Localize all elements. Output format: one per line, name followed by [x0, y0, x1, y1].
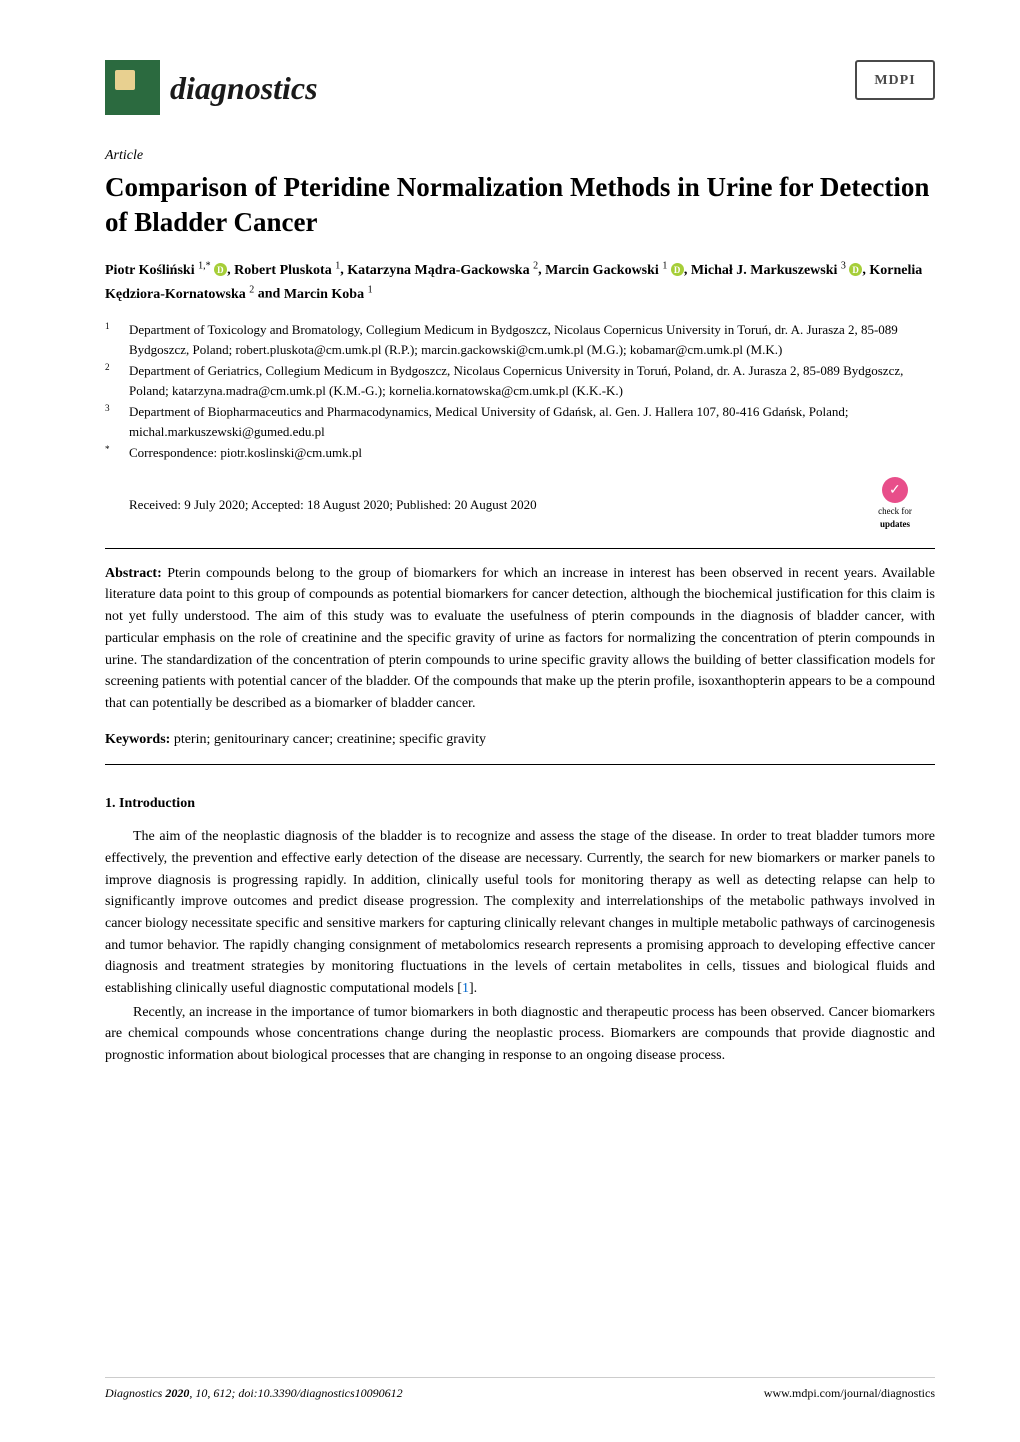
- keywords-label: Keywords:: [105, 732, 170, 747]
- article-type: Article: [105, 145, 935, 166]
- body-text: The aim of the neoplastic diagnosis of t…: [105, 826, 935, 1067]
- article-title: Comparison of Pteridine Normalization Me…: [105, 170, 935, 240]
- orcid-icon[interactable]: [671, 263, 684, 276]
- author: Piotr Kośliński 1,*: [105, 263, 227, 278]
- header-row: diagnostics MDPI: [105, 60, 935, 115]
- journal-logo-icon: [105, 60, 160, 115]
- intro-para-2: Recently, an increase in the importance …: [105, 1002, 935, 1067]
- check-updates-badge[interactable]: check for updates: [855, 477, 935, 532]
- orcid-icon[interactable]: [849, 263, 862, 276]
- intro-para-1: The aim of the neoplastic diagnosis of t…: [105, 826, 935, 1000]
- check-updates-line2: updates: [855, 518, 935, 532]
- affiliation-item: 3Department of Biopharmaceutics and Phar…: [105, 402, 935, 441]
- affiliation-item: 2Department of Geriatrics, Collegium Med…: [105, 361, 935, 400]
- abstract-label: Abstract:: [105, 566, 162, 581]
- dates-row: Received: 9 July 2020; Accepted: 18 Augu…: [105, 477, 935, 532]
- author: Marcin Koba 1: [284, 287, 373, 302]
- citation-link-1[interactable]: 1: [462, 981, 469, 996]
- check-updates-line1: check for: [855, 505, 935, 519]
- check-updates-icon: [882, 477, 908, 503]
- page-footer: Diagnostics 2020, 10, 612; doi:10.3390/d…: [105, 1377, 935, 1402]
- footer-citation: Diagnostics 2020, 10, 612; doi:10.3390/d…: [105, 1384, 403, 1402]
- orcid-icon[interactable]: [214, 263, 227, 276]
- publication-dates: Received: 9 July 2020; Accepted: 18 Augu…: [105, 495, 537, 515]
- journal-logo: diagnostics: [105, 60, 318, 115]
- section-heading-intro: 1. Introduction: [105, 793, 935, 814]
- abstract-text: Pterin compounds belong to the group of …: [105, 566, 935, 711]
- author: Katarzyna Mądra-Gackowska 2: [347, 263, 538, 278]
- author: Marcin Gackowski 1: [545, 263, 684, 278]
- authors-list: Piotr Kośliński 1,* , Robert Pluskota 1,…: [105, 258, 935, 306]
- abstract-block: Abstract: Pterin compounds belong to the…: [105, 548, 935, 766]
- journal-name: diagnostics: [170, 64, 318, 112]
- affiliation-item: *Correspondence: piotr.koslinski@cm.umk.…: [105, 443, 935, 463]
- footer-url[interactable]: www.mdpi.com/journal/diagnostics: [764, 1384, 935, 1402]
- keywords-text: pterin; genitourinary cancer; creatinine…: [174, 732, 486, 747]
- author: Michał J. Markuszewski 3: [691, 263, 863, 278]
- affiliations: 1Department of Toxicology and Bromatolog…: [105, 320, 935, 463]
- author: Robert Pluskota 1: [234, 263, 340, 278]
- publisher-logo: MDPI: [855, 60, 935, 100]
- affiliation-item: 1Department of Toxicology and Bromatolog…: [105, 320, 935, 359]
